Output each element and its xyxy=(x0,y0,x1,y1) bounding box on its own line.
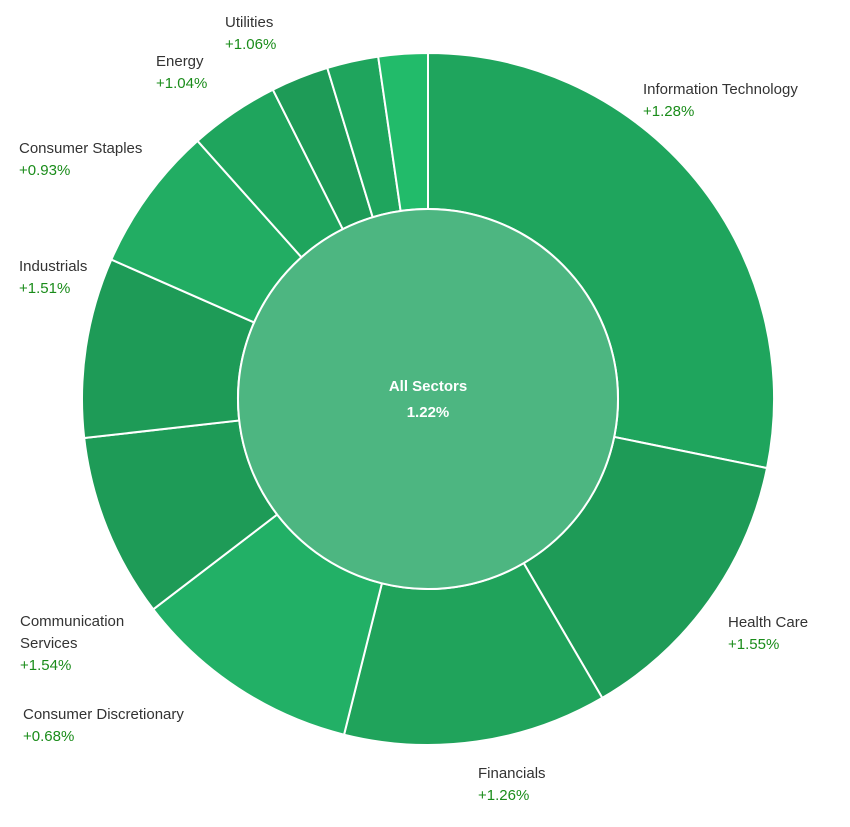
sector-change: +1.55% xyxy=(728,636,780,653)
sector-name: Industrials xyxy=(19,258,88,275)
sector-name: Utilities xyxy=(225,14,274,31)
sector-name: Consumer Staples xyxy=(19,140,143,157)
sector-label: Utilities +1.06% xyxy=(225,12,325,56)
sector-name: Consumer Discretionary xyxy=(23,706,184,723)
sector-name: Financials xyxy=(478,765,546,782)
center-name: All Sectors xyxy=(389,378,467,395)
sector-change: +0.93% xyxy=(19,162,71,179)
sector-change: +1.54% xyxy=(20,657,72,674)
center-change: 1.22% xyxy=(407,404,450,421)
sector-change: +1.04% xyxy=(156,75,208,92)
sector-label: Consumer Staples +0.93% xyxy=(19,138,219,182)
sector-change: +1.51% xyxy=(19,280,71,297)
sector-label: Communication Services +1.54% xyxy=(20,611,160,677)
sector-label: Energy +1.04% xyxy=(156,51,256,95)
sector-name: Information Technology xyxy=(643,81,798,98)
sector-change: +1.28% xyxy=(643,103,695,120)
sector-name: Health Care xyxy=(728,614,809,631)
sector-label: Financials +1.26% xyxy=(478,763,598,807)
sector-change: +0.68% xyxy=(23,728,75,745)
center-circle xyxy=(237,208,619,590)
sector-label: Industrials +1.51% xyxy=(19,256,139,300)
sector-label: Information Technology +1.28% xyxy=(643,79,843,123)
sector-name: Energy xyxy=(156,53,204,70)
sector-label: Consumer Discretionary +0.68% xyxy=(23,704,243,748)
sector-change: +1.06% xyxy=(225,36,277,53)
sector-name: Communication Services xyxy=(20,613,125,652)
sector-change: +1.26% xyxy=(478,787,530,804)
sector-label: Health Care +1.55% xyxy=(728,612,848,656)
